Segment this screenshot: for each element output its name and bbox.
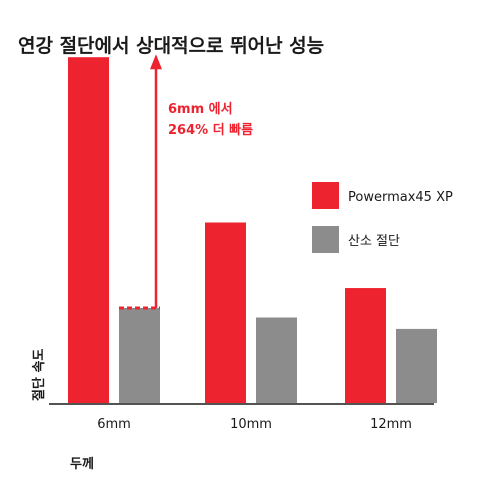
bar-powermax-10mm bbox=[205, 222, 246, 403]
legend-label: Powermax45 XP bbox=[348, 190, 453, 205]
arrow-up-icon bbox=[150, 54, 162, 70]
legend-swatch bbox=[312, 182, 339, 209]
x-axis-label: 두께 bbox=[70, 457, 94, 472]
legend: Powermax45 XP 산소 절단 bbox=[312, 182, 453, 253]
bar-powermax-6mm bbox=[68, 57, 109, 403]
bar-powermax-12mm bbox=[345, 288, 386, 403]
legend-label: 산소 절단 bbox=[348, 234, 400, 249]
bar-oxyfuel-10mm bbox=[256, 317, 297, 403]
annotation-text-line1: 6mm 에서 bbox=[168, 101, 233, 117]
x-tick-label: 10mm bbox=[230, 417, 272, 432]
bar-oxyfuel-12mm bbox=[396, 328, 437, 403]
x-tick-label: 6mm bbox=[97, 417, 131, 432]
bar-oxyfuel-6mm bbox=[119, 308, 160, 403]
legend-swatch bbox=[312, 226, 339, 253]
y-axis-label: 절단 속도 bbox=[31, 349, 47, 401]
x-tick-label: 12mm bbox=[370, 417, 412, 432]
x-tick-labels: 6mm 10mm 12mm bbox=[97, 417, 412, 432]
annotation-text-line2: 264% 더 빠름 bbox=[168, 122, 253, 138]
annotation: 6mm 에서 264% 더 빠름 bbox=[119, 54, 253, 310]
bars-group bbox=[68, 57, 437, 403]
chart-title: 연강 절단에서 상대적으로 뛰어난 성능 bbox=[18, 35, 324, 57]
